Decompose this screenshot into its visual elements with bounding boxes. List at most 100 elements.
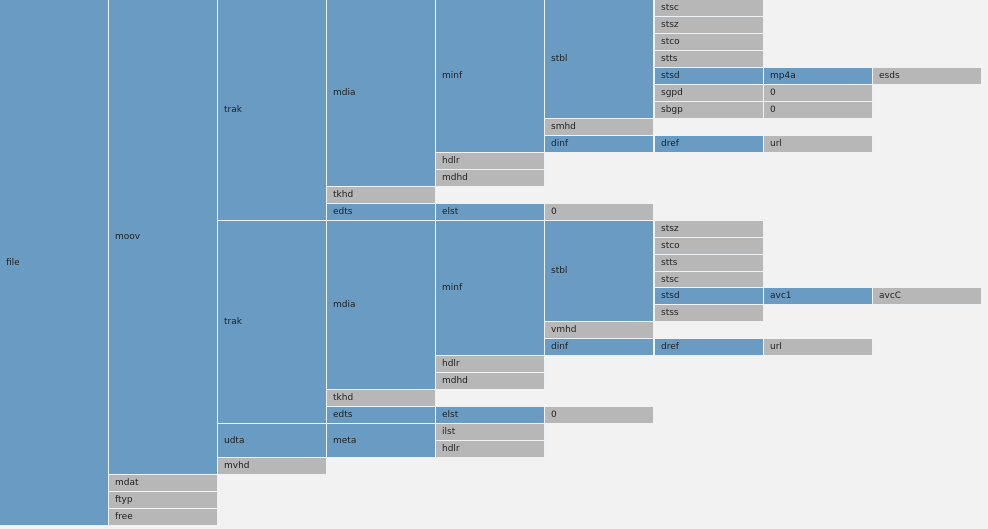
box-label: stts: [661, 258, 678, 268]
box-0: 0: [545, 204, 654, 221]
box-label: 0: [770, 88, 776, 98]
box-label: free: [115, 512, 133, 522]
box-meta: meta: [327, 424, 436, 458]
box-label: vmhd: [551, 325, 577, 335]
box-label: hdlr: [442, 444, 460, 454]
box-label: trak: [224, 317, 242, 327]
box-label: dinf: [551, 342, 569, 352]
box-stsc: stsc: [655, 0, 764, 17]
box-label: trak: [224, 105, 242, 115]
box-tkhd: tkhd: [327, 390, 436, 407]
box-dref: dref: [655, 339, 764, 356]
box-mp4a: mp4a: [764, 68, 873, 85]
box-label: stco: [661, 37, 680, 47]
box-label: sgpd: [661, 88, 683, 98]
box-label: esds: [879, 71, 900, 81]
box-mdia: mdia: [327, 221, 436, 390]
box-label: stbl: [551, 54, 568, 64]
box-label: 0: [551, 207, 557, 217]
box-0: 0: [764, 85, 873, 102]
box-elst: elst: [436, 407, 545, 424]
box-mvhd: mvhd: [218, 458, 327, 475]
box-label: stco: [661, 241, 680, 251]
box-vmhd: vmhd: [545, 322, 654, 339]
box-label: mdia: [333, 300, 356, 310]
box-label: mdhd: [442, 173, 468, 183]
box-stts: stts: [655, 51, 764, 68]
box-esds: esds: [873, 68, 982, 85]
box-minf: minf: [436, 0, 545, 153]
box-0: 0: [764, 102, 873, 119]
box-stsd: stsd: [655, 288, 764, 305]
box-dinf: dinf: [545, 339, 654, 356]
box-label: edts: [333, 410, 353, 420]
box-hdlr: hdlr: [436, 153, 545, 170]
box-stts: stts: [655, 255, 764, 272]
box-stbl: stbl: [545, 0, 654, 119]
box-label: elst: [442, 410, 459, 420]
box-sbgp: sbgp: [655, 102, 764, 119]
box-label: minf: [442, 283, 463, 293]
box-label: 0: [551, 410, 557, 420]
box-label: url: [770, 342, 782, 352]
box-avc1: avc1: [764, 288, 873, 305]
box-stss: stss: [655, 305, 764, 322]
box-mdia: mdia: [327, 0, 436, 187]
box-label: minf: [442, 71, 463, 81]
box-label: stts: [661, 54, 678, 64]
box-label: stsc: [661, 274, 679, 285]
box-mdhd: mdhd: [436, 170, 545, 187]
box-dref: dref: [655, 136, 764, 153]
box-label: edts: [333, 207, 353, 217]
box-stco: stco: [655, 238, 764, 255]
box-label: hdlr: [442, 156, 460, 166]
box-label: tkhd: [333, 190, 354, 200]
box-label: dinf: [551, 139, 569, 149]
box-0: 0: [545, 407, 654, 424]
box-label: avc1: [770, 291, 792, 301]
box-ilst: ilst: [436, 424, 545, 441]
box-stco: stco: [655, 34, 764, 51]
box-free: free: [109, 509, 218, 526]
box-label: mp4a: [770, 71, 796, 81]
box-mdhd: mdhd: [436, 373, 545, 390]
box-dinf: dinf: [545, 136, 654, 153]
box-sgpd: sgpd: [655, 85, 764, 102]
box-stsz: stsz: [655, 221, 764, 238]
box-udta: udta: [218, 424, 327, 458]
box-label: ftyp: [115, 495, 133, 505]
box-label: elst: [442, 207, 459, 217]
box-label: sbgp: [661, 105, 683, 115]
box-label: mvhd: [224, 461, 250, 471]
box-edts: edts: [327, 407, 436, 424]
box-label: moov: [115, 232, 141, 242]
box-label: file: [6, 257, 20, 268]
box-label: udta: [224, 435, 245, 446]
box-edts: edts: [327, 204, 436, 221]
box-mdat: mdat: [109, 475, 218, 492]
box-label: mdat: [115, 478, 139, 488]
box-url: url: [764, 136, 873, 153]
box-hdlr: hdlr: [436, 356, 545, 373]
box-label: stss: [661, 308, 679, 318]
box-label: stsz: [661, 224, 679, 234]
box-trak: trak: [218, 221, 327, 424]
box-avcc: avcC: [873, 288, 982, 305]
box-trak: trak: [218, 0, 327, 221]
box-label: smhd: [551, 122, 576, 132]
box-label: ilst: [442, 427, 456, 437]
box-label: stsd: [661, 291, 680, 301]
box-stsc: stsc: [655, 272, 764, 288]
box-label: stsc: [661, 3, 679, 13]
box-label: meta: [333, 435, 357, 446]
box-label: dref: [661, 342, 679, 352]
box-label: mdia: [333, 88, 356, 98]
box-stsd: stsd: [655, 68, 764, 85]
box-file: file: [0, 0, 109, 526]
box-label: mdhd: [442, 376, 468, 386]
box-url: url: [764, 339, 873, 356]
box-moov: moov: [109, 0, 218, 475]
box-label: 0: [770, 105, 776, 115]
box-smhd: smhd: [545, 119, 654, 136]
